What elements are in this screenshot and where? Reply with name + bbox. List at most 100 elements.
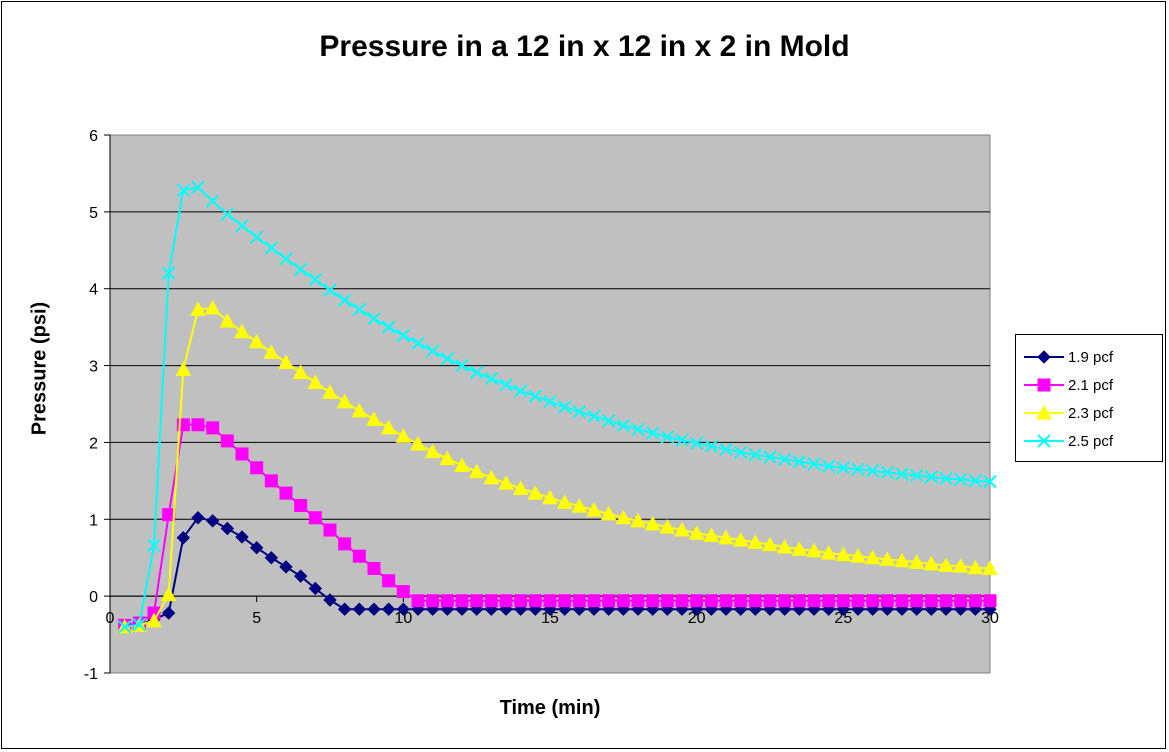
data-point <box>352 549 366 563</box>
data-point <box>264 551 279 565</box>
data-point <box>323 593 337 607</box>
data-point <box>117 620 132 634</box>
data-point <box>176 183 191 198</box>
data-point <box>615 509 632 525</box>
data-point <box>968 594 982 608</box>
data-point <box>337 602 352 616</box>
data-point <box>249 541 264 555</box>
data-point <box>601 414 616 428</box>
x-tick-label: 5 <box>252 610 261 627</box>
data-point <box>747 534 764 549</box>
data-point <box>791 541 808 556</box>
data-point <box>732 531 749 547</box>
data-point <box>205 194 220 208</box>
data-point <box>264 241 279 255</box>
y-tick-label: 4 <box>89 282 98 299</box>
data-point <box>249 230 264 244</box>
y-tick-label: 0 <box>89 589 98 606</box>
legend-marker <box>1037 378 1051 392</box>
data-point <box>206 421 220 435</box>
legend-label: 2.1 pcf <box>1068 376 1114 394</box>
data-point <box>600 505 617 521</box>
data-point <box>381 320 396 334</box>
data-point <box>337 293 352 307</box>
data-point <box>146 612 162 628</box>
data-point <box>704 594 718 608</box>
data-point <box>542 489 558 505</box>
x-axis-label: Time (min) <box>499 697 601 719</box>
data-point <box>644 515 661 531</box>
data-point <box>675 594 689 608</box>
data-point <box>983 594 997 608</box>
data-point <box>382 574 396 588</box>
data-point <box>234 323 250 339</box>
data-point <box>336 393 353 409</box>
data-point <box>527 485 544 500</box>
data-point <box>762 536 778 552</box>
legend: 1.9 pcf 2.1 pcf 2.3 pcf 2.5 pcf <box>1015 334 1163 462</box>
data-point <box>587 594 601 608</box>
data-point <box>396 602 411 616</box>
data-point <box>235 218 249 233</box>
data-point <box>396 328 411 343</box>
data-point <box>703 527 720 542</box>
data-point <box>675 433 689 447</box>
legend-swatch <box>1024 434 1064 448</box>
data-point <box>147 538 161 553</box>
data-point <box>484 371 499 386</box>
x-tick-label: 0 <box>106 610 115 627</box>
x-tick-label: 10 <box>394 610 412 627</box>
legend-label: 2.3 pcf <box>1068 404 1114 422</box>
data-point <box>630 512 646 528</box>
data-point <box>939 594 953 608</box>
data-point <box>440 594 454 608</box>
data-point <box>807 594 821 608</box>
data-point <box>659 518 676 534</box>
data-point <box>292 364 309 379</box>
data-point <box>734 594 748 608</box>
data-point <box>307 374 324 389</box>
data-point <box>264 474 278 488</box>
data-point <box>895 594 909 608</box>
data-point <box>792 454 807 469</box>
data-point <box>293 262 308 277</box>
legend-item: 2.5 pcf <box>1024 431 1113 451</box>
data-point <box>835 546 852 562</box>
data-point <box>469 365 484 380</box>
data-point <box>411 594 425 608</box>
data-point <box>352 302 367 317</box>
legend-marker <box>1037 434 1051 448</box>
data-point <box>278 354 294 369</box>
data-point <box>864 549 881 565</box>
data-point <box>176 531 191 545</box>
data-point <box>923 555 940 571</box>
data-point <box>733 445 748 460</box>
data-point <box>204 299 221 315</box>
data-point <box>514 594 528 608</box>
data-point <box>367 561 381 575</box>
data-point <box>513 384 528 398</box>
data-point <box>396 585 410 599</box>
data-point <box>704 439 719 453</box>
data-point <box>308 581 323 596</box>
data-point <box>660 594 674 608</box>
data-point <box>499 378 513 392</box>
data-point <box>366 411 382 426</box>
data-point <box>484 594 498 608</box>
data-point <box>587 409 601 424</box>
legend-swatch <box>1024 378 1064 392</box>
data-point <box>468 463 485 479</box>
y-tick-label: 1 <box>89 512 98 529</box>
data-point <box>483 469 500 485</box>
data-point <box>836 594 850 608</box>
data-point <box>235 447 249 461</box>
data-point <box>498 475 514 490</box>
data-point <box>688 525 705 540</box>
data-point <box>778 594 792 608</box>
data-point <box>279 252 293 266</box>
data-point <box>308 511 322 525</box>
data-point <box>425 344 440 358</box>
plot-background <box>109 134 991 674</box>
data-point <box>263 344 280 360</box>
data-point <box>953 472 968 487</box>
